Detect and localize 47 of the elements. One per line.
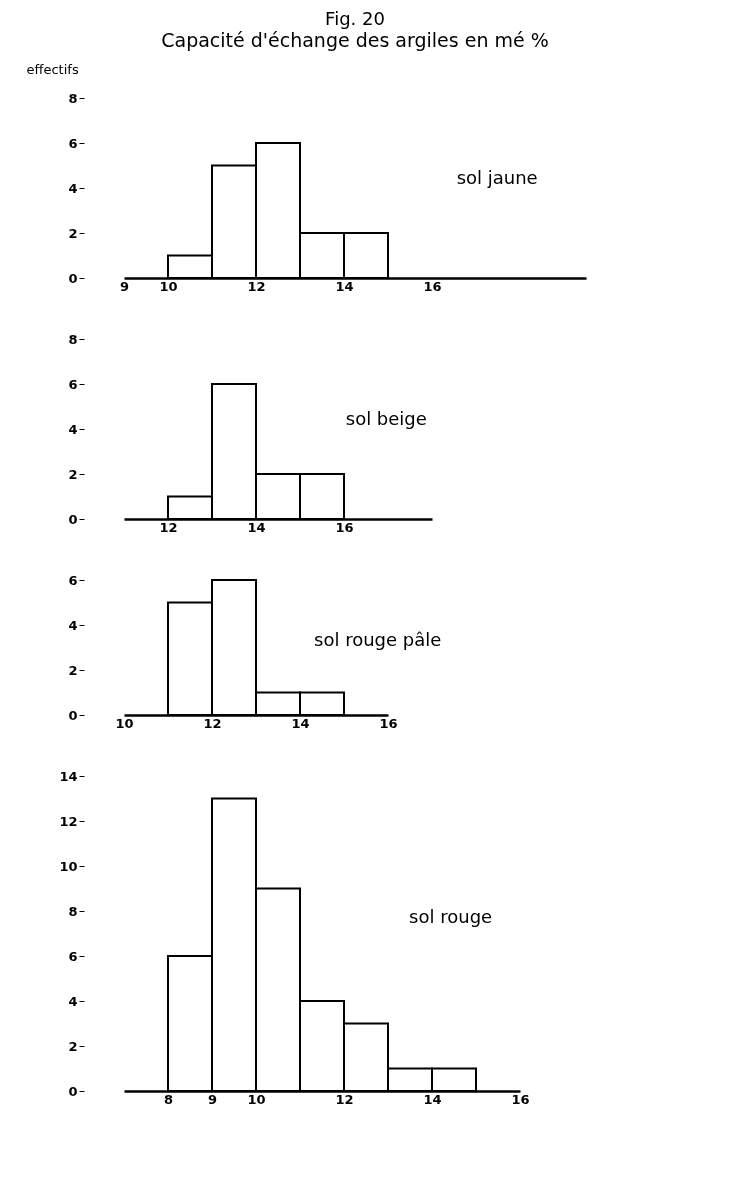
y-tick-label: 4 [68, 421, 78, 437]
x-tick-label: 14 [423, 1091, 442, 1107]
x-tick-label: 14 [247, 519, 266, 535]
x-tick-label: 8 [163, 1091, 174, 1107]
y-tick-label: 14 [59, 768, 78, 784]
y-axis-title: effectifs [26, 61, 79, 77]
annotation: sol beige [345, 408, 427, 429]
annotation: sol rouge pâle [314, 628, 442, 650]
y-tick-label: 6 [68, 572, 78, 588]
x-tick-label: 10 [115, 715, 134, 731]
y-tick-label: 0 [68, 707, 78, 723]
y-tick-label: 2 [68, 225, 78, 241]
annotation: sol jaune [456, 167, 538, 188]
y-tick-label: 2 [68, 466, 78, 482]
y-tick-label: 12 [59, 813, 78, 829]
x-tick-label: 12 [335, 1091, 354, 1107]
y-tick-label: 6 [68, 135, 78, 151]
y-tick-label: 4 [68, 993, 78, 1009]
y-tick-label: 6 [68, 376, 78, 392]
chart-subtitle: Capacité d'échange des argiles en mé % [161, 29, 549, 51]
x-tick-label: 12 [247, 278, 266, 294]
y-tick-label: 10 [59, 858, 78, 874]
y-tick-label: 6 [68, 948, 78, 964]
x-tick-label: 16 [379, 715, 398, 731]
x-tick-label: 16 [423, 278, 442, 294]
y-tick-label: 0 [68, 511, 78, 527]
x-tick-label: 9 [207, 1091, 218, 1107]
y-tick-label: 2 [68, 662, 78, 678]
chart-title: Fig. 20 [325, 8, 385, 29]
y-tick-label: 8 [68, 903, 78, 919]
x-tick-label: 16 [335, 519, 354, 535]
y-tick-label: 4 [68, 180, 78, 196]
x-tick-label: 14 [335, 278, 354, 294]
annotation: sol rouge [409, 905, 493, 927]
y-tick-label: 4 [68, 617, 78, 633]
x-tick-label: 10 [159, 278, 178, 294]
x-tick-label: 16 [511, 1091, 530, 1107]
x-tick-label: 12 [159, 519, 178, 535]
y-tick-label: 8 [68, 331, 78, 347]
x-tick-label: 10 [247, 1091, 266, 1107]
y-tick-label: 0 [68, 1083, 78, 1099]
x-tick-label: 12 [203, 715, 222, 731]
y-tick-label: 0 [68, 270, 78, 286]
y-tick-label: 8 [68, 90, 78, 106]
x-tick-label: 9 [119, 278, 130, 294]
y-tick-label: 2 [68, 1038, 78, 1054]
x-tick-label: 14 [291, 715, 310, 731]
